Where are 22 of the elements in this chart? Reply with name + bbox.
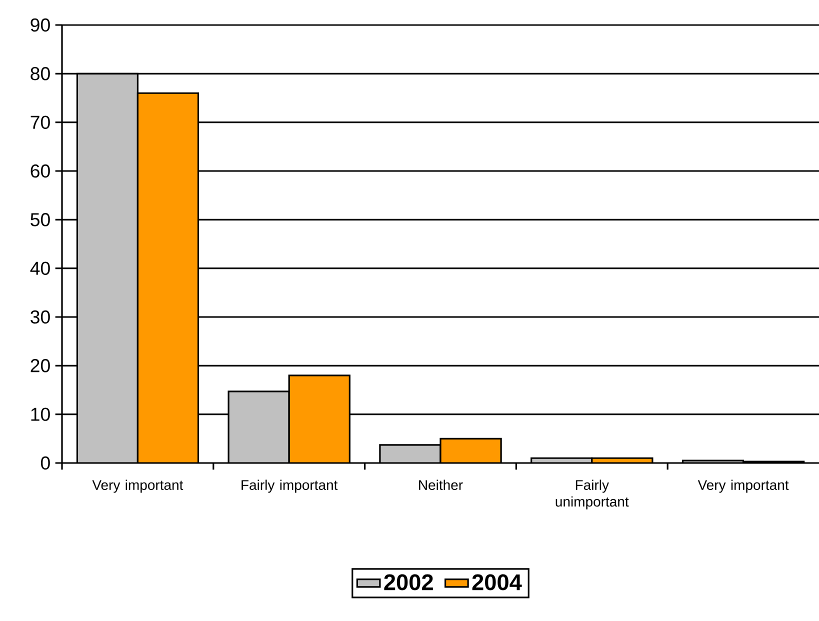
y-tick-label: 90 xyxy=(30,18,50,32)
y-tick-label: 20 xyxy=(30,359,50,372)
bar xyxy=(76,72,139,463)
x-tick-label: Very important xyxy=(698,480,789,493)
legend-label: 2004 xyxy=(472,574,522,590)
x-tick-label: Very important xyxy=(92,480,184,493)
x-tick-label: Fairly unimportant xyxy=(556,480,629,510)
y-tick-label: 0 xyxy=(40,456,50,470)
y-tick-label: 80 xyxy=(30,67,50,80)
y-tick-label: 70 xyxy=(30,116,50,129)
x-tick-label: Neither xyxy=(419,480,463,490)
y-tick-label: 40 xyxy=(30,262,50,275)
x-tick-label: Fairly important xyxy=(242,480,338,493)
bar xyxy=(440,438,502,463)
y-tick-label: 60 xyxy=(30,164,50,178)
y-tick-label: 50 xyxy=(30,213,50,226)
bar xyxy=(228,390,290,463)
bar xyxy=(288,374,350,463)
bar xyxy=(136,92,200,463)
y-tick-label: 10 xyxy=(31,408,50,421)
y-tick-label: 30 xyxy=(30,310,50,324)
legend-label: 2002 xyxy=(384,574,433,590)
